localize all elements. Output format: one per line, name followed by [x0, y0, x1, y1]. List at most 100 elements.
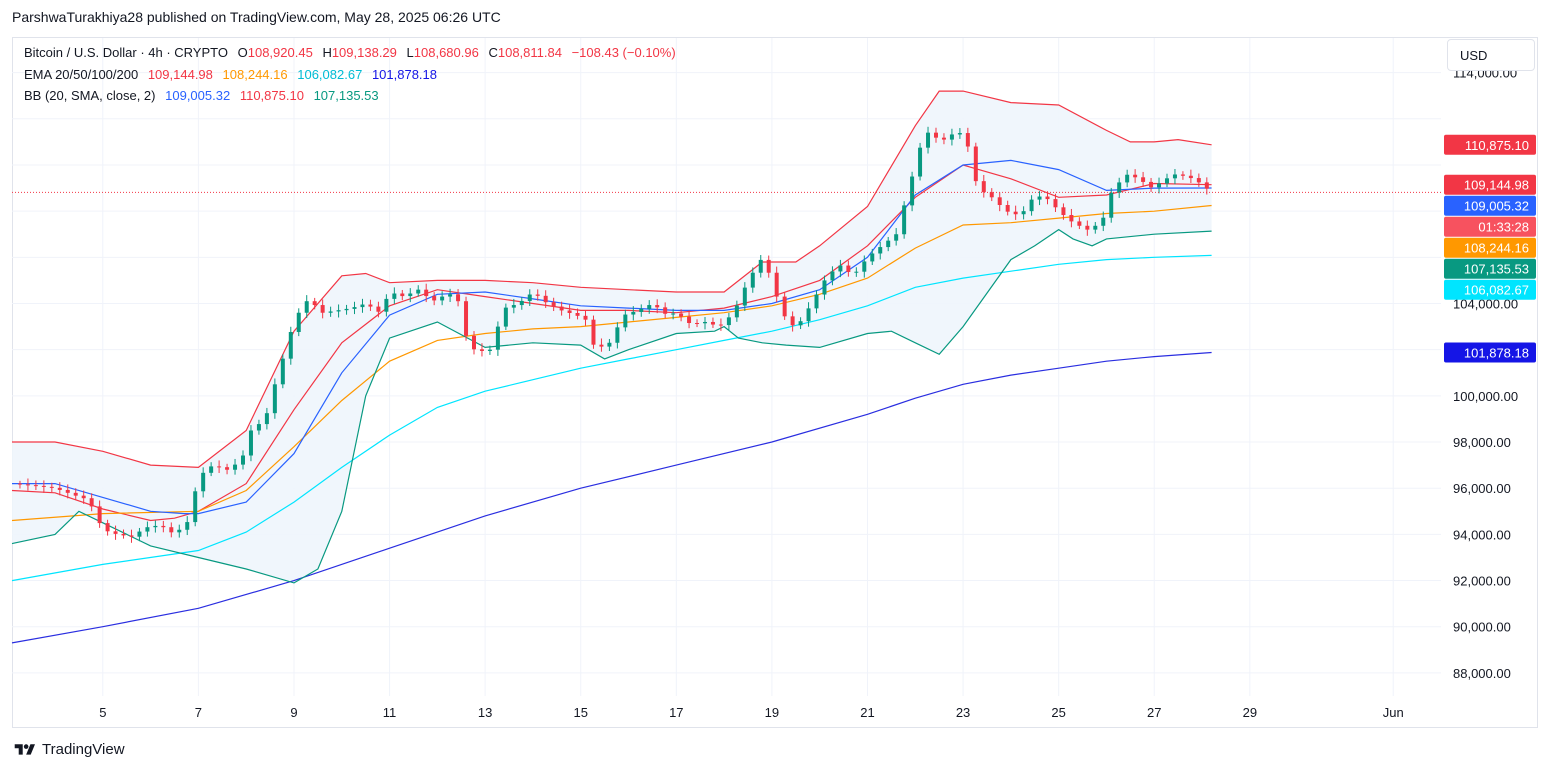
- candle-body: [201, 472, 206, 492]
- candle-body: [790, 316, 795, 326]
- candle-body: [671, 313, 676, 315]
- candle-body: [1093, 225, 1098, 230]
- open-label: O: [237, 45, 248, 60]
- candle-body: [256, 424, 261, 431]
- publish-info: ParshwaTurakhiya28 published on TradingV…: [12, 9, 501, 25]
- candle-body: [495, 326, 500, 350]
- price-label-text: 107,135.53: [1464, 262, 1529, 277]
- candle-body: [233, 464, 238, 470]
- candle-body: [280, 358, 285, 385]
- close-label: C: [488, 45, 498, 60]
- ema20-value: 109,144.98: [147, 67, 213, 82]
- candle-body: [830, 271, 835, 281]
- y-tick-label: 94,000.00: [1453, 527, 1511, 542]
- candle-body: [479, 349, 484, 351]
- candle-body: [726, 317, 731, 326]
- candle-body: [296, 312, 301, 332]
- candle-body: [679, 313, 684, 317]
- candle-body: [464, 301, 469, 336]
- candle-body: [782, 296, 787, 317]
- candle-body: [551, 302, 556, 307]
- candle-body: [1125, 174, 1130, 183]
- bb-lower-value: 107,135.53: [313, 88, 379, 103]
- candle-body: [583, 315, 588, 320]
- candle-body: [742, 287, 747, 306]
- candle-body: [1013, 211, 1018, 215]
- currency-selector[interactable]: USD: [1447, 39, 1535, 71]
- ema200-value: 101,878.18: [371, 67, 438, 82]
- symbol-name: Bitcoin / U.S. Dollar · 4h · CRYPTO: [24, 45, 228, 60]
- candle-body: [591, 319, 596, 345]
- candle-body: [344, 308, 349, 311]
- tradingview-brand[interactable]: TradingView: [12, 741, 125, 758]
- candle-body: [49, 486, 54, 488]
- chart-frame[interactable]: [12, 37, 1538, 728]
- candle-body: [1037, 196, 1042, 200]
- candle-body: [185, 522, 190, 530]
- series-line-ema-100: [11, 254, 1212, 582]
- candle-body: [941, 137, 946, 140]
- ema-label: EMA 20/50/100/200: [24, 67, 139, 82]
- price-label-badge: [1444, 258, 1536, 279]
- price-label-text: 106,082.67: [1464, 283, 1529, 298]
- candle-body: [248, 430, 253, 456]
- candle-body: [304, 301, 309, 313]
- bollinger-band-fill: [12, 91, 1212, 583]
- x-tick-label: 13: [478, 705, 492, 720]
- candle-body: [288, 331, 293, 359]
- candle-body: [368, 304, 373, 307]
- candle-body: [822, 280, 827, 295]
- x-tick-label: 15: [573, 705, 587, 720]
- candle-body: [137, 531, 142, 537]
- candle-body: [1172, 174, 1177, 179]
- candle-body: [902, 205, 907, 235]
- candle-body: [607, 342, 612, 347]
- candle-body: [957, 133, 962, 135]
- candle-body: [973, 146, 978, 182]
- candle-body: [965, 133, 970, 147]
- price-label-badge: [1444, 134, 1536, 155]
- candle-body: [559, 306, 564, 311]
- candle-body: [1109, 192, 1114, 218]
- candle-body: [758, 259, 763, 273]
- footer-brand-text: TradingView: [42, 741, 125, 758]
- candle-body: [1117, 182, 1122, 193]
- candle-body: [448, 294, 453, 297]
- candle-body: [663, 307, 668, 314]
- candle-body: [734, 305, 739, 318]
- x-tick-label: 7: [195, 705, 202, 720]
- candle-body: [1204, 182, 1209, 189]
- candle-body: [575, 313, 580, 316]
- candle-body: [894, 234, 899, 241]
- high-value: 109,138.29: [331, 45, 397, 60]
- candle-body: [926, 132, 931, 148]
- candle-body: [432, 296, 437, 301]
- x-tick-label: 19: [765, 705, 779, 720]
- price-label-text: 101,878.18: [1464, 345, 1529, 360]
- candle-body: [567, 310, 572, 314]
- candle-body: [933, 132, 938, 138]
- candle-body: [766, 259, 771, 273]
- candle-body: [65, 489, 70, 493]
- candle-body: [774, 272, 779, 297]
- candle-body: [312, 301, 317, 306]
- x-tick-label: 17: [669, 705, 683, 720]
- low-label: L: [406, 45, 414, 60]
- candle-body: [456, 294, 461, 302]
- bb-upper-value: 110,875.10: [239, 88, 304, 103]
- price-label-text: 110,875.10: [1465, 138, 1529, 153]
- y-tick-label: 96,000.00: [1453, 481, 1511, 496]
- series-line-bb-lower: [11, 228, 1212, 584]
- series-line-ema-20: [11, 164, 1212, 522]
- change-value: −108.43 (−0.10%): [571, 45, 676, 60]
- low-value: 108,680.96: [413, 45, 479, 60]
- candle-body: [798, 321, 803, 326]
- candle-body: [161, 525, 166, 528]
- candle-body: [121, 533, 126, 536]
- candle-body: [487, 349, 492, 351]
- candle-body: [997, 197, 1002, 206]
- x-tick-label: 11: [383, 705, 397, 720]
- candle-body: [718, 324, 723, 326]
- candle-body: [814, 294, 819, 309]
